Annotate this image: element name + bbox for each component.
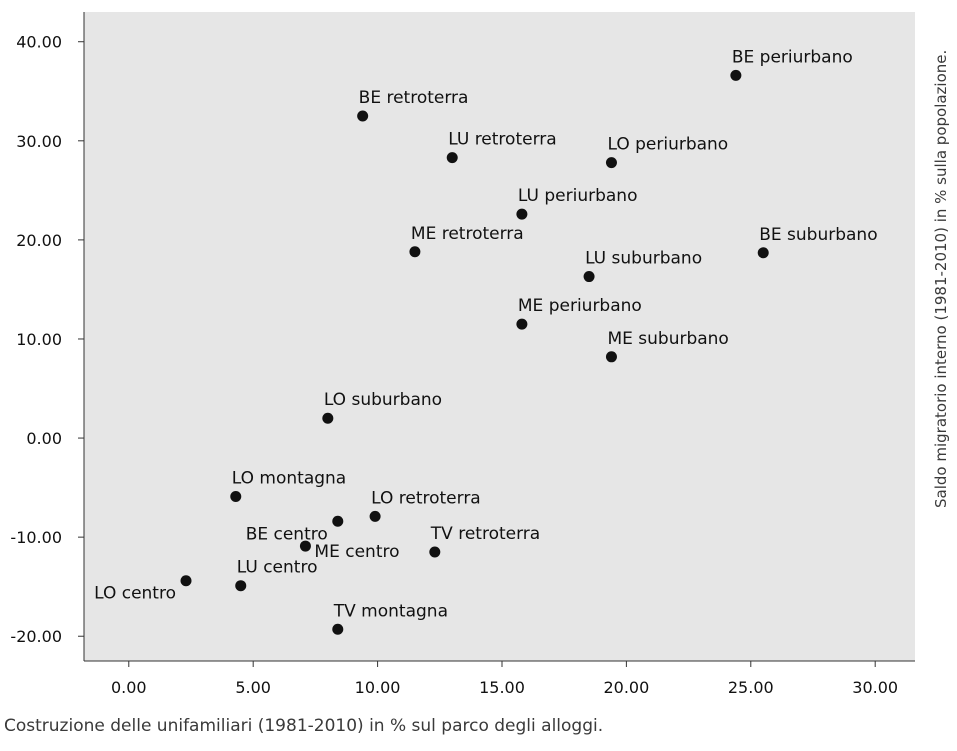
y-tick-label: 0.00 [26, 429, 62, 448]
x-tick-label: 30.00 [852, 678, 898, 697]
x-tick-label: 5.00 [235, 678, 271, 697]
point-label: BE suburbano [759, 225, 877, 245]
data-point [446, 152, 458, 164]
data-point [332, 515, 344, 527]
x-tick-label: 25.00 [728, 678, 774, 697]
point-label: LO retroterra [371, 488, 481, 508]
point-label: LU periurbano [518, 186, 638, 206]
point-label: LU retroterra [448, 130, 556, 150]
point-label: LU centro [237, 558, 318, 578]
point-label: LO suburbano [324, 390, 442, 410]
plot-area [84, 12, 915, 661]
ticks-layer: 0.00 5.00 10.00 15.00 20.00 25.00 30.00 40.00 30… [10, 33, 898, 697]
x-tick-label: 15.00 [479, 678, 525, 697]
point-label: BE periurbano [732, 47, 853, 67]
y-tick-label: 30.00 [16, 132, 62, 151]
data-point [605, 157, 617, 169]
y-tick-label: 40.00 [16, 33, 62, 52]
point-label: BE retroterra [359, 88, 469, 108]
point-label: ME centro [314, 542, 399, 562]
y-axis-label: Saldo migratorio interno (1981-2010) in … [932, 49, 950, 508]
y-tick-label: -20.00 [10, 627, 62, 646]
point-label: LO centro [94, 584, 176, 604]
y-tick-label: 20.00 [16, 231, 62, 250]
x-axis-label: Costruzione delle unifamiliari (1981-201… [4, 716, 604, 736]
data-point [235, 580, 247, 592]
data-point [516, 318, 528, 330]
data-point [180, 575, 192, 587]
point-label: LO periurbano [607, 135, 728, 155]
point-label: ME retroterra [411, 224, 524, 244]
point-label: TV montagna [333, 601, 448, 621]
data-point [322, 412, 334, 424]
data-point [429, 546, 441, 558]
point-label: BE centro [246, 524, 328, 544]
y-tick-label: -10.00 [10, 528, 62, 547]
data-point [516, 208, 528, 220]
data-point [757, 247, 769, 259]
x-tick-label: 10.00 [355, 678, 401, 697]
x-tick-label: 20.00 [603, 678, 649, 697]
y-tick-label: 10.00 [16, 330, 62, 349]
point-label: ME periurbano [518, 296, 642, 316]
point-label: TV retroterra [430, 524, 540, 544]
data-point [332, 623, 344, 635]
data-point [583, 271, 595, 283]
data-point [409, 246, 421, 258]
data-point [230, 491, 242, 503]
data-point [299, 540, 311, 552]
data-point [730, 69, 742, 81]
data-point [605, 351, 617, 363]
point-label: LO montagna [232, 469, 346, 489]
data-point [369, 510, 381, 522]
x-tick-label: 0.00 [111, 678, 147, 697]
point-label: LU suburbano [585, 249, 702, 269]
points-layer: BE periurbano BE retroterra LU retroterra L… [94, 47, 878, 635]
point-label: ME suburbano [607, 329, 728, 349]
data-point [357, 110, 369, 122]
